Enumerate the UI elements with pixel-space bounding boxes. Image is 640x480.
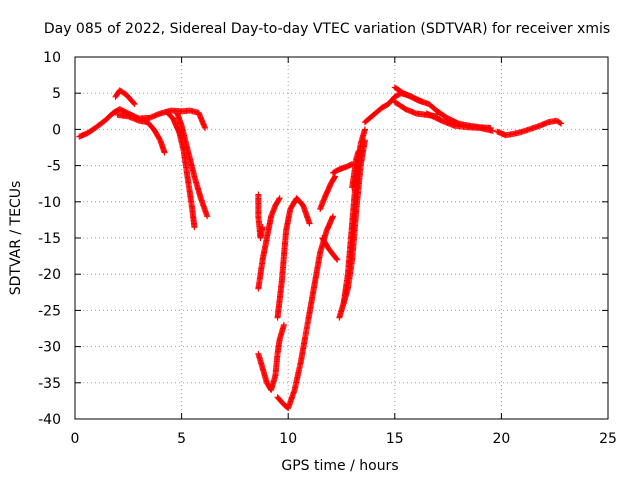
- y-tick-label: 10: [43, 50, 61, 66]
- data-point: [329, 213, 336, 220]
- series-arc-2: [112, 87, 138, 108]
- y-tick-label: -15: [38, 231, 61, 247]
- data-point: [130, 100, 137, 107]
- series-arc-6: [255, 321, 287, 394]
- series-arc-10: [274, 195, 313, 321]
- series-arc-8: [255, 191, 266, 241]
- series-arc-4: [163, 109, 198, 231]
- data-point: [259, 224, 266, 231]
- x-tick-label: 0: [71, 431, 80, 447]
- data-point: [419, 98, 426, 105]
- y-tick-label: -20: [38, 267, 61, 283]
- x-tick-label: 25: [599, 431, 617, 447]
- x-axis-label: GPS time / hours: [281, 458, 398, 474]
- x-tick-label: 5: [177, 431, 186, 447]
- y-tick-label: -30: [38, 340, 61, 356]
- data-point: [558, 120, 565, 127]
- series-arc-11: [319, 235, 341, 263]
- y-tick-label: -5: [47, 159, 61, 175]
- ticks: [74, 56, 609, 420]
- data-point: [276, 195, 283, 202]
- y-tick-label: -10: [38, 195, 61, 211]
- series-arc-16: [349, 148, 362, 191]
- data-point: [280, 321, 287, 328]
- data-point: [361, 126, 368, 133]
- y-tick-label: -40: [38, 412, 61, 428]
- series-arc-18: [391, 84, 426, 105]
- tick-labels: 0 5 10 15 20 25 10 5 0 -5 -10 -15 -20 -25 -30 -35 -40: [38, 50, 617, 447]
- data-point: [131, 101, 138, 108]
- y-axis-label: SDTVAR / TECUs: [8, 181, 24, 296]
- series-arc-13: [329, 161, 356, 176]
- data-points: [76, 84, 565, 412]
- chart-title: Day 085 of 2022, Sidereal Day-to-day VTE…: [44, 21, 610, 37]
- data-point: [306, 220, 313, 227]
- series-arc-3: [114, 111, 168, 156]
- series-arc-20: [423, 110, 496, 134]
- series-arc-21: [494, 117, 565, 139]
- series-arc-12: [317, 173, 339, 213]
- data-point: [276, 196, 283, 203]
- data-point: [334, 256, 341, 263]
- x-tick-label: 10: [279, 431, 297, 447]
- data-point: [331, 174, 338, 181]
- data-point: [355, 148, 362, 155]
- y-tick-label: -35: [38, 376, 61, 392]
- data-point: [161, 149, 168, 156]
- data-point: [489, 127, 496, 134]
- y-tick-label: -25: [38, 303, 61, 319]
- series-arc-15: [340, 137, 368, 307]
- data-point: [204, 213, 211, 220]
- x-tick-label: 15: [386, 431, 404, 447]
- data-point: [202, 124, 209, 131]
- series-arc-5: [174, 110, 211, 220]
- y-tick-label: 0: [52, 122, 61, 138]
- data-point: [557, 119, 564, 126]
- x-tick-label: 20: [492, 431, 510, 447]
- data-point: [361, 137, 368, 144]
- data-point: [191, 224, 198, 231]
- y-tick-label: 5: [52, 86, 61, 102]
- series-arc-7: [255, 195, 283, 292]
- data-point: [333, 255, 340, 262]
